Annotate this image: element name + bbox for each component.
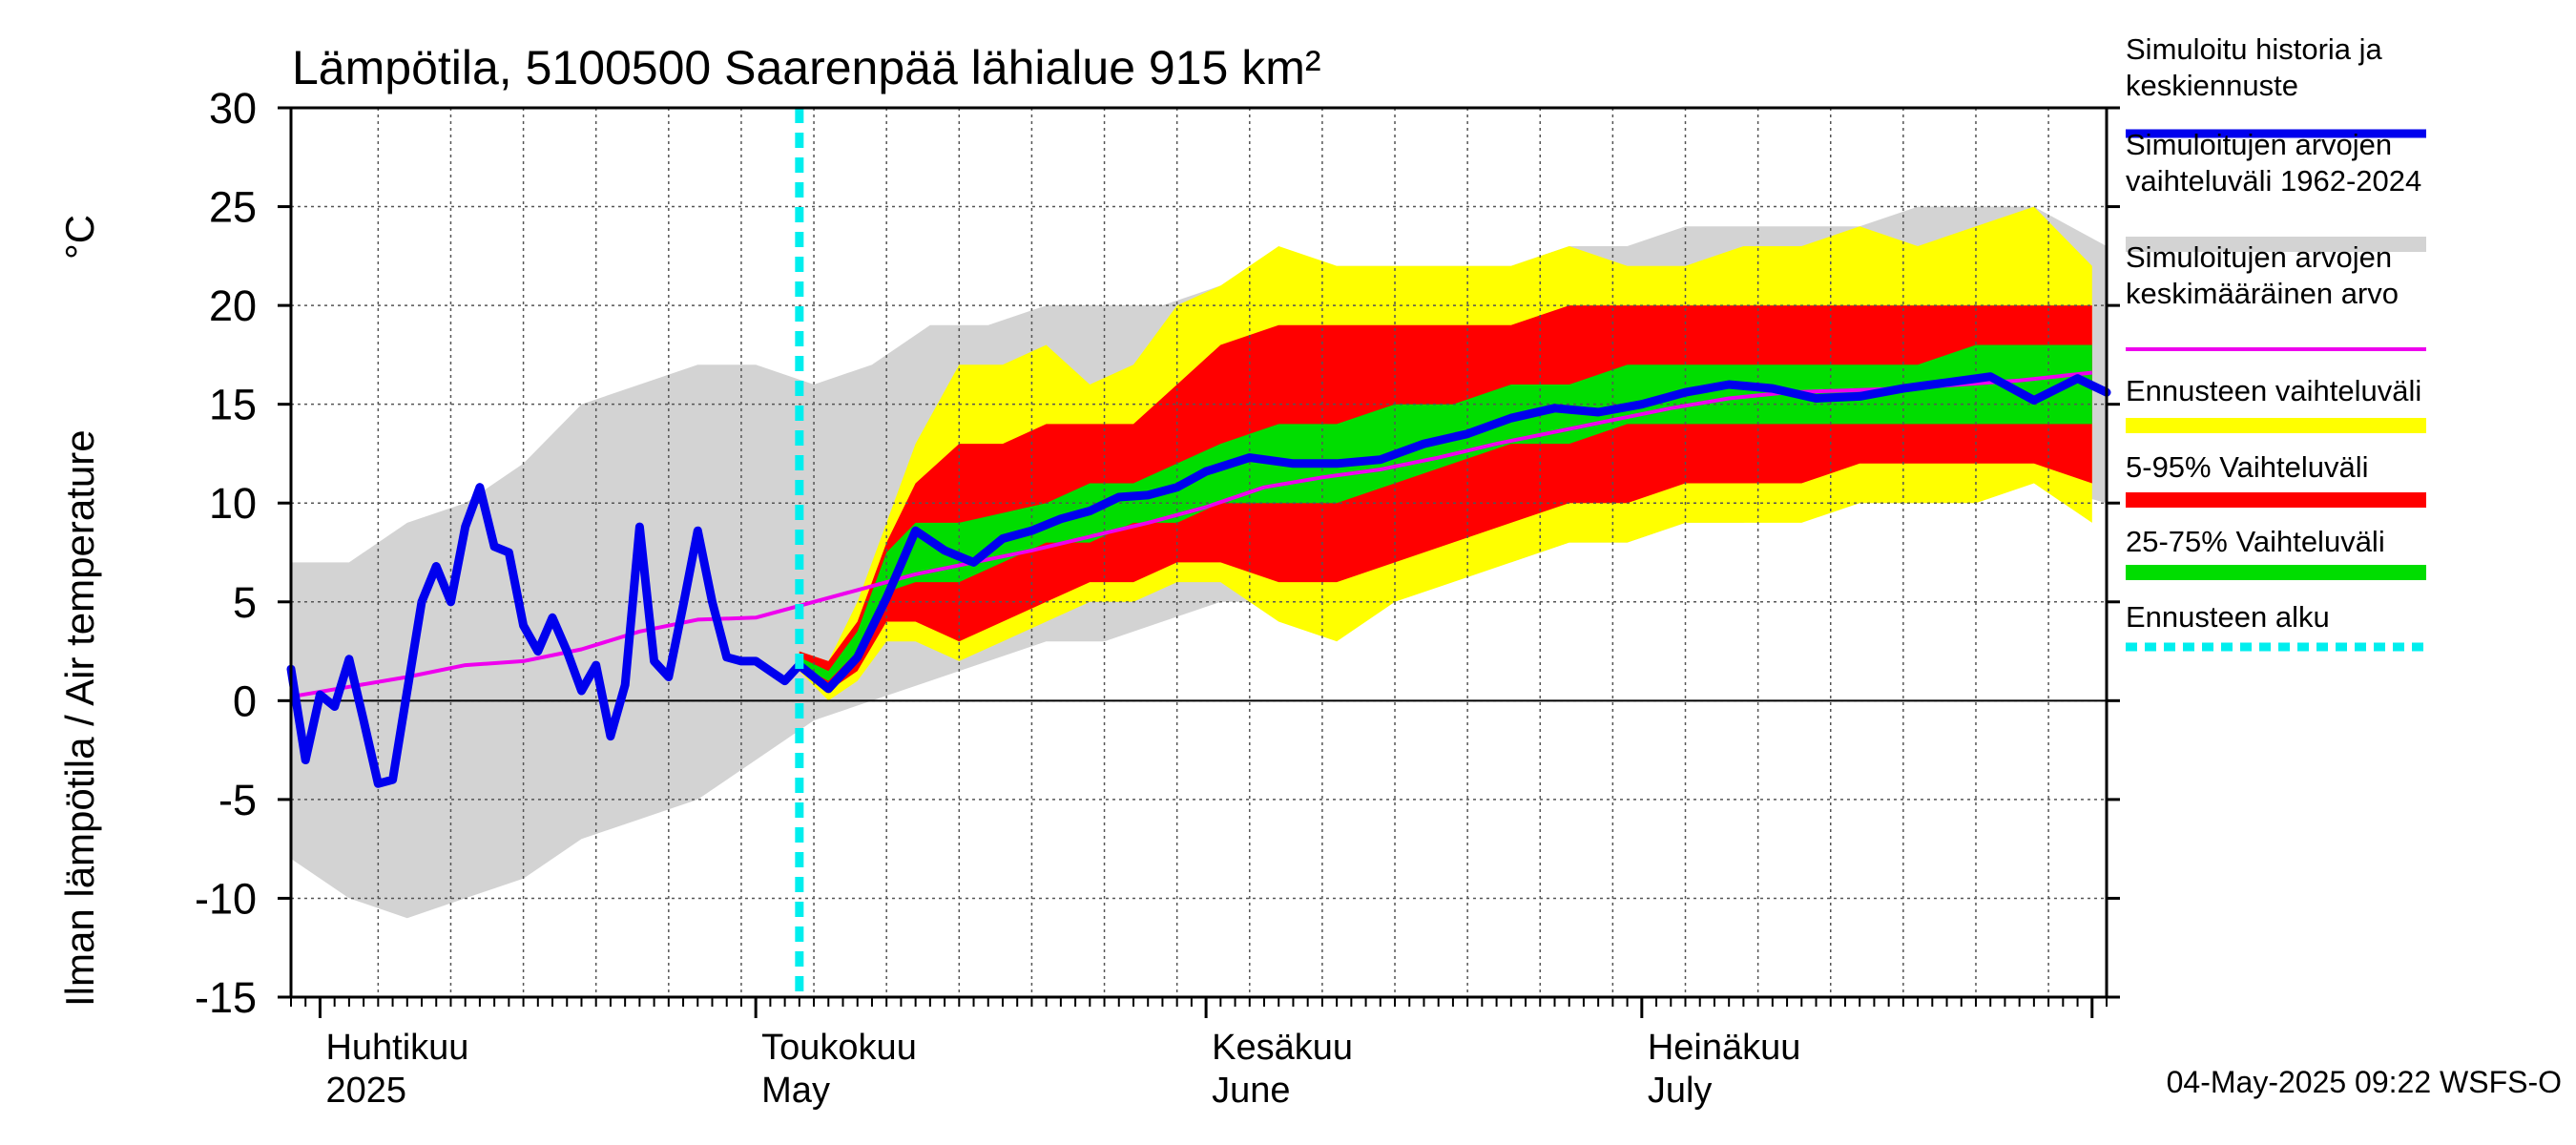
y-axis: -15 -10 -5 0 5 10 15 20 25 30	[195, 84, 2120, 1022]
legend-label: Simuloitujen arvojen	[2126, 240, 2392, 274]
legend-label: vaihteluväli 1962-2024	[2126, 164, 2421, 198]
month-label: Toukokuu	[761, 1028, 917, 1068]
month-sublabel: July	[1648, 1071, 1713, 1111]
y-tick-label: -5	[218, 776, 257, 824]
month-sublabel: June	[1212, 1071, 1290, 1111]
chart-title: Lämpötila, 5100500 Saarenpää lähialue 91…	[292, 41, 1321, 94]
legend-label: Simuloitu historia ja	[2126, 32, 2383, 66]
month-label: Huhtikuu	[325, 1028, 468, 1068]
y-tick-label: 30	[209, 84, 257, 133]
legend-label: keskiennuste	[2126, 69, 2298, 102]
month-label: Kesäkuu	[1212, 1028, 1353, 1068]
y-tick-label: 25	[209, 183, 257, 232]
legend-label: 5-95% Vaihteluväli	[2126, 450, 2368, 484]
legend-label: Ennusteen vaihteluväli	[2126, 374, 2421, 407]
month-sublabel: 2025	[325, 1071, 406, 1111]
legend-label: 25-75% Vaihteluväli	[2126, 525, 2385, 558]
timestamp: 04-May-2025 09:22 WSFS-O	[2167, 1065, 2562, 1099]
y-tick-label: 0	[233, 677, 257, 725]
y-tick-label: 5	[233, 578, 257, 627]
y-tick-label: 20	[209, 281, 257, 330]
month-label: Heinäkuu	[1648, 1028, 1801, 1068]
legend-label: keskimääräinen arvo	[2126, 277, 2399, 310]
y-tick-label: -10	[195, 874, 257, 923]
month-sublabel: May	[761, 1071, 830, 1111]
y-axis-unit: °C	[57, 215, 102, 260]
y-axis-label: Ilman lämpötila / Air temperature	[57, 429, 102, 1007]
bands-layer	[291, 206, 2107, 919]
y-tick-label: 15	[209, 381, 257, 429]
legend-label: Simuloitujen arvojen	[2126, 128, 2392, 161]
y-tick-label: 10	[209, 479, 257, 528]
plot-frame	[289, 106, 2109, 999]
legend-label: Ennusteen alku	[2126, 600, 2330, 634]
y-tick-label: -15	[195, 973, 257, 1022]
